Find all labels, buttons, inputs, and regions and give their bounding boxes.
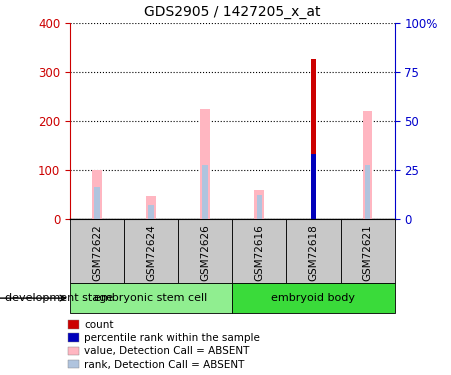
Text: GSM72621: GSM72621 <box>363 225 373 281</box>
Bar <box>200 109 210 219</box>
Bar <box>232 219 286 283</box>
Text: GSM72618: GSM72618 <box>308 225 318 281</box>
Text: GSM72626: GSM72626 <box>200 225 210 281</box>
Bar <box>70 283 232 313</box>
Bar <box>363 111 373 219</box>
Bar <box>124 219 178 283</box>
Text: GSM72624: GSM72624 <box>146 225 156 281</box>
Text: GSM72616: GSM72616 <box>254 225 264 281</box>
Text: development stage: development stage <box>5 293 113 303</box>
Bar <box>286 219 341 283</box>
Title: GDS2905 / 1427205_x_at: GDS2905 / 1427205_x_at <box>144 5 321 19</box>
Bar <box>311 154 316 219</box>
Bar <box>146 196 156 219</box>
Bar <box>365 165 370 219</box>
Bar <box>341 219 395 283</box>
Bar <box>178 219 232 283</box>
Text: embryonic stem cell: embryonic stem cell <box>94 293 208 303</box>
Bar <box>257 195 262 219</box>
Bar <box>232 283 395 313</box>
Bar <box>202 165 208 219</box>
Bar <box>94 188 100 219</box>
Bar <box>70 219 124 283</box>
Legend: count, percentile rank within the sample, value, Detection Call = ABSENT, rank, : count, percentile rank within the sample… <box>69 320 260 370</box>
Bar <box>311 59 316 219</box>
Bar <box>148 205 154 219</box>
Text: GSM72622: GSM72622 <box>92 225 102 281</box>
Bar <box>254 190 264 219</box>
Bar <box>92 170 102 219</box>
Text: embryoid body: embryoid body <box>272 293 355 303</box>
